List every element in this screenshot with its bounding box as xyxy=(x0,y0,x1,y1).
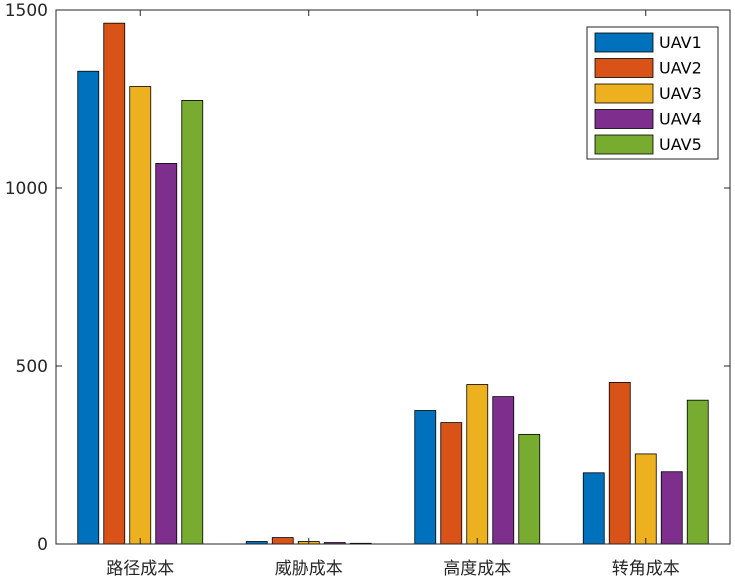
bar-uav5-2 xyxy=(518,433,541,545)
bar-uav3-0 xyxy=(129,86,152,545)
bar-uav2-2 xyxy=(440,422,463,545)
x-tick-label: 路径成本 xyxy=(106,559,174,579)
legend-label-uav5: UAV5 xyxy=(659,135,702,154)
x-tick-label: 威胁成本 xyxy=(275,559,343,579)
x-tick-label: 高度成本 xyxy=(443,559,511,579)
legend-swatch-uav4 xyxy=(594,109,654,129)
legend-swatch-uav5 xyxy=(594,134,654,155)
bar-uav3-3 xyxy=(634,453,657,545)
y-tick-label: 1500 xyxy=(5,1,48,21)
bar-uav2-0 xyxy=(103,22,126,545)
bar-uav5-3 xyxy=(686,399,709,545)
axes-group: 路径成本 威胁成本 高度成本 转角成本 0 500 1000 1500 xyxy=(5,1,731,579)
y-tick-label: 500 xyxy=(16,357,48,377)
legend: UAV1 UAV2 UAV3 UAV4 UAV5 xyxy=(586,26,719,160)
legend-label-uav4: UAV4 xyxy=(659,110,702,129)
axes-box xyxy=(55,9,731,545)
bar-uav4-2 xyxy=(492,396,515,545)
bar-uav2-1 xyxy=(271,537,294,545)
x-tick-label: 转角成本 xyxy=(612,559,680,579)
y-tick-label: 1000 xyxy=(5,179,48,199)
legend-label-uav1: UAV1 xyxy=(659,33,702,52)
bar-uav1-2 xyxy=(414,410,437,545)
bar-uav3-2 xyxy=(466,384,489,545)
bar-uav4-0 xyxy=(155,163,178,545)
bar-uav1-3 xyxy=(582,472,605,545)
bar-uav4-3 xyxy=(660,471,683,545)
y-tick-label: 0 xyxy=(37,535,48,555)
bar-uav2-3 xyxy=(608,381,631,545)
legend-swatch-uav1 xyxy=(594,32,654,53)
bar-uav5-0 xyxy=(181,100,204,545)
bars-group xyxy=(77,22,709,545)
bar-uav1-0 xyxy=(77,70,100,545)
legend-label-uav2: UAV2 xyxy=(659,59,702,78)
legend-label-uav3: UAV3 xyxy=(659,84,702,103)
legend-swatch-uav3 xyxy=(594,83,654,104)
legend-swatch-uav2 xyxy=(594,58,654,78)
